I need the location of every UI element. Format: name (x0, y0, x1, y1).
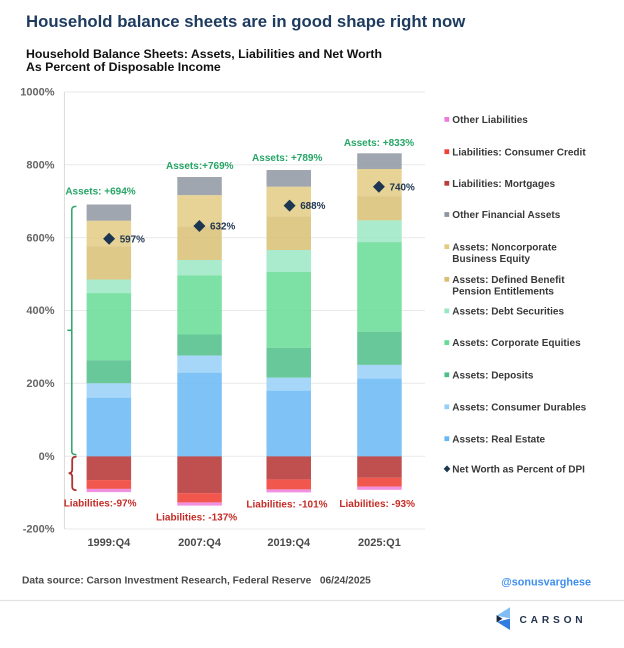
svg-text:Business Equity: Business Equity (452, 254, 530, 265)
svg-text:Assets: +694%: Assets: +694% (65, 187, 135, 198)
svg-text:Assets: Real Estate: Assets: Real Estate (452, 434, 545, 445)
svg-text:Other Liabilities: Other Liabilities (452, 115, 528, 126)
svg-text:688%: 688% (300, 201, 325, 212)
svg-text:2007:Q4: 2007:Q4 (178, 537, 222, 549)
svg-text:CARSON: CARSON (520, 615, 587, 626)
svg-text:Liabilities: -137%: Liabilities: -137% (156, 513, 237, 524)
svg-text:Assets: +789%: Assets: +789% (252, 153, 322, 164)
svg-text:1000%: 1000% (20, 87, 54, 99)
svg-text:Pension Entitlements: Pension Entitlements (452, 286, 554, 297)
svg-text:Assets: Debt Securities: Assets: Debt Securities (452, 307, 564, 318)
svg-text:Assets: +833%: Assets: +833% (344, 138, 414, 149)
svg-text:632%: 632% (210, 222, 235, 233)
svg-text:@sonusvarghese: @sonusvarghese (501, 577, 591, 589)
svg-text:Liabilities: Mortgages: Liabilities: Mortgages (452, 179, 555, 190)
svg-text:2019:Q4: 2019:Q4 (267, 537, 311, 549)
svg-text:400%: 400% (26, 305, 54, 317)
svg-text:Liabilities: -93%: Liabilities: -93% (339, 499, 415, 510)
svg-text:0%: 0% (39, 451, 55, 463)
svg-text:800%: 800% (26, 160, 54, 172)
svg-text:2025:Q1: 2025:Q1 (358, 537, 401, 549)
svg-text:Other Financial Assets: Other Financial Assets (452, 210, 560, 221)
svg-text:Assets: Noncorporate: Assets: Noncorporate (452, 242, 557, 253)
svg-text:Assets: Corporate Equities: Assets: Corporate Equities (452, 338, 581, 349)
svg-text:-200%: -200% (23, 524, 55, 536)
svg-text:Net Worth as Percent of DPI: Net Worth as Percent of DPI (452, 464, 585, 475)
svg-text:1999:Q4: 1999:Q4 (87, 537, 131, 549)
svg-text:600%: 600% (26, 232, 54, 244)
svg-text:Liabilities: -101%: Liabilities: -101% (246, 499, 327, 510)
svg-text:Data source: Carson Investment: Data source: Carson Investment Research,… (22, 575, 371, 586)
svg-text:Assets: Defined Benefit: Assets: Defined Benefit (452, 275, 565, 286)
svg-text:Liabilities:-97%: Liabilities:-97% (64, 498, 137, 509)
svg-text:200%: 200% (26, 378, 54, 390)
svg-text:Liabilities: Consumer Credit: Liabilities: Consumer Credit (452, 147, 586, 158)
svg-text:Assets: Consumer Durables: Assets: Consumer Durables (452, 402, 586, 413)
svg-text:Assets:+769%: Assets:+769% (166, 161, 234, 172)
svg-text:597%: 597% (120, 234, 145, 245)
svg-text:Assets: Deposits: Assets: Deposits (452, 370, 534, 381)
svg-text:740%: 740% (390, 182, 415, 193)
